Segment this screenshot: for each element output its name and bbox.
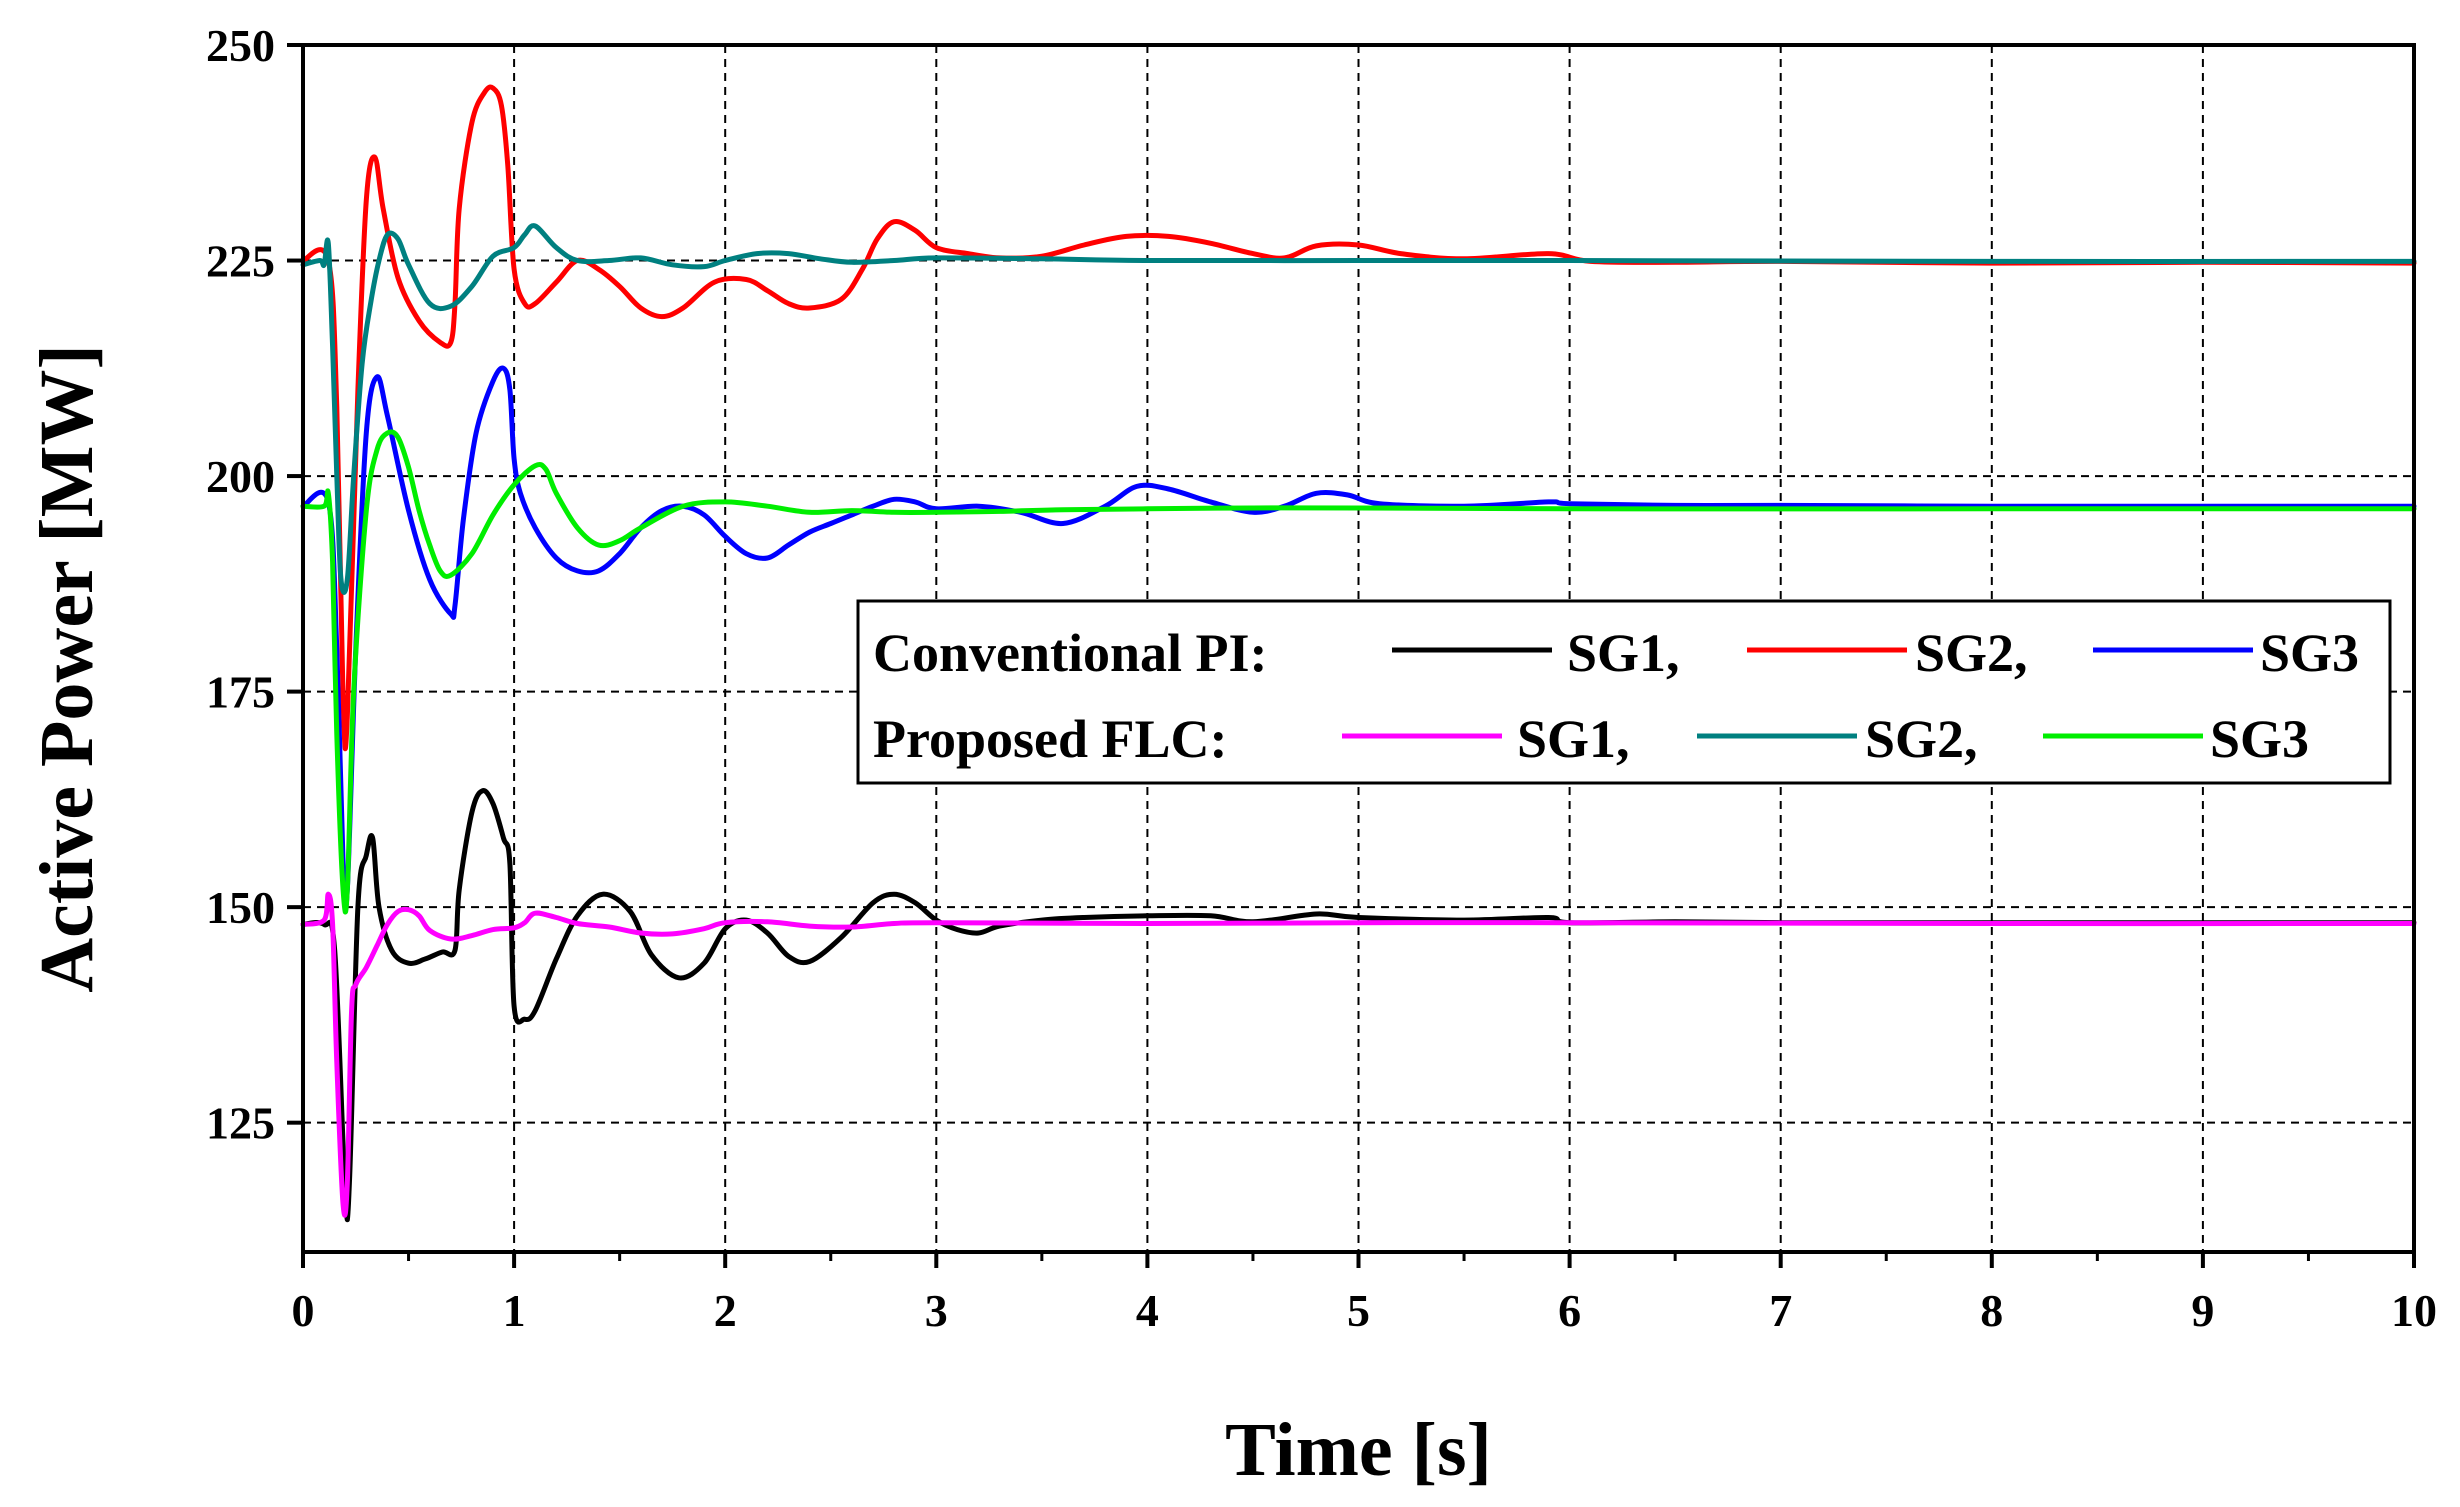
y-tick-label: 250 [206, 20, 275, 71]
x-tick-label: 5 [1347, 1285, 1370, 1336]
y-tick-label: 225 [206, 236, 275, 287]
legend-label-pi-sg3: SG3 [2260, 623, 2359, 683]
axis-ticks [287, 43, 2416, 1268]
x-tick-label: 7 [1769, 1285, 1792, 1336]
x-tick-label: 3 [925, 1285, 948, 1336]
legend-group-title-pi: Conventional PI: [873, 623, 1268, 683]
series-line-5 [300, 223, 2417, 595]
x-tick-label: 1 [503, 1285, 526, 1336]
series-line-2 [300, 84, 2417, 752]
legend-label-flc-sg3: SG3 [2210, 709, 2309, 769]
x-tick-label: 10 [2391, 1285, 2437, 1336]
series-line-3 [300, 365, 2417, 911]
series-line-6 [300, 429, 2417, 915]
y-tick-label: 125 [206, 1098, 275, 1149]
legend-group-title-flc: Proposed FLC: [873, 709, 1228, 769]
series-line-1 [300, 788, 2417, 1223]
x-tick-label: 6 [1558, 1285, 1581, 1336]
legend-label-flc-sg2: SG2, [1865, 709, 1978, 769]
x-tick-label: 9 [2191, 1285, 2214, 1336]
legend-label-flc-sg1: SG1, [1517, 709, 1630, 769]
x-axis-label: Time [s] [1225, 1408, 1492, 1492]
legend: Conventional PI: SG1, SG2, SG3 Proposed … [856, 599, 2392, 785]
series-lines [300, 84, 2417, 1223]
y-axis-label: Active Power [MW] [25, 344, 109, 993]
x-tick-label: 4 [1136, 1285, 1159, 1336]
x-tick-label: 2 [714, 1285, 737, 1336]
legend-box [856, 599, 2392, 785]
legend-label-pi-sg2: SG2, [1915, 623, 2028, 683]
y-tick-label: 175 [206, 667, 275, 718]
series-line-4 [300, 891, 2417, 1218]
y-tick-label: 150 [206, 882, 275, 933]
x-tick-label: 8 [1980, 1285, 2003, 1336]
legend-label-pi-sg1: SG1, [1567, 623, 1680, 683]
tick-labels: 0 1 2 3 4 5 6 7 8 9 10 125 150 175 200 225 250 [206, 20, 2437, 1336]
y-tick-label: 200 [206, 451, 275, 502]
x-tick-label: 0 [292, 1285, 315, 1336]
